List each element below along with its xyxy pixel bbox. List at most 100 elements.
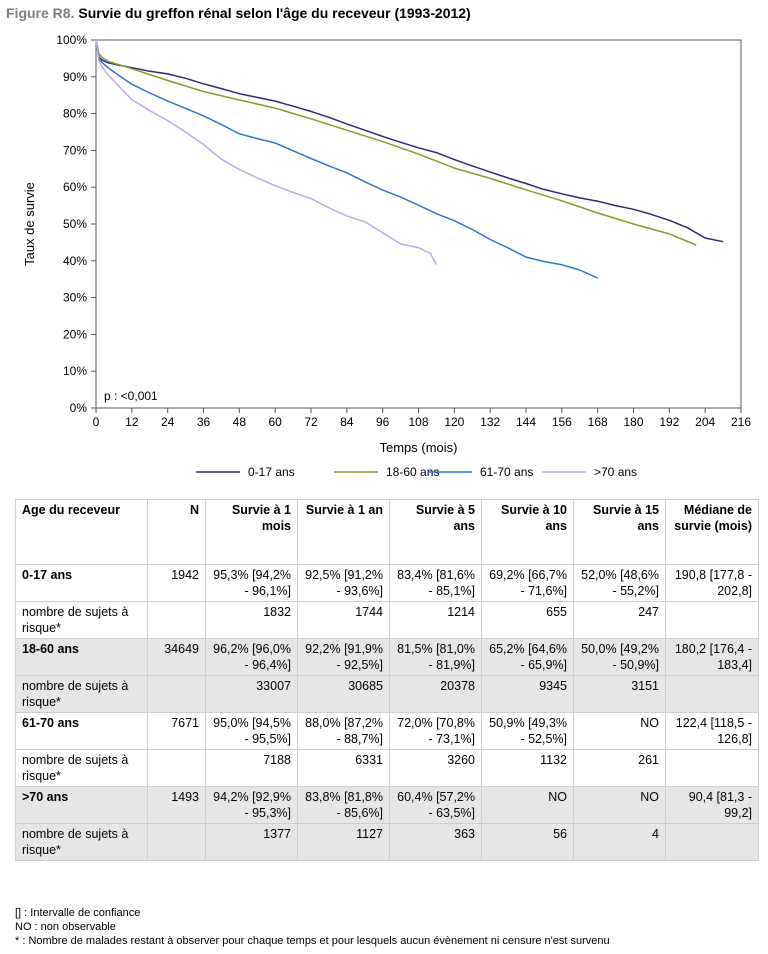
n-cell (147, 823, 206, 861)
table-cell: 95,3% [94,2% - 96,1%] (205, 564, 298, 602)
table-header-cell: Age du receveur (15, 499, 148, 565)
y-tick-label: 90% (63, 70, 87, 84)
x-tick-label: 192 (659, 415, 679, 429)
table-cell: 1132 (481, 749, 574, 787)
y-tick-label: 10% (63, 364, 87, 378)
x-tick-label: 204 (695, 415, 715, 429)
survival-chart: 0 12 24 36 48 60 72 84 96 108 120 132 144 156 168 180 19… (22, 33, 751, 479)
table-row: nombre de sujets à risque* 33007 30685 2037… (15, 675, 759, 713)
x-tick-label: 216 (731, 415, 751, 429)
x-tick-label: 60 (268, 415, 282, 429)
table-row: 0-17 ans 1942 95,3% [94,2% - 96,1%] 92,5% [… (15, 564, 759, 602)
legend-label: >70 ans (594, 465, 637, 479)
table-cell: 69,2% [66,7% - 71,6%] (481, 564, 574, 602)
series-line-1 (95, 39, 697, 246)
x-tick-label: 120 (444, 415, 464, 429)
table-cell: 1744 (297, 601, 390, 639)
table-cell: 60,4% [57,2% - 63,5%] (389, 786, 482, 824)
table-cell: 1832 (205, 601, 298, 639)
table-cell: 83,8% [81,8% - 85,6%] (297, 786, 390, 824)
x-tick-label: 180 (623, 415, 643, 429)
n-cell (147, 675, 206, 713)
table-cell: 9345 (481, 675, 574, 713)
table-cell: 33007 (205, 675, 298, 713)
table-cell: NO (573, 712, 666, 750)
table-header-cell: Survie à 15 ans (573, 499, 666, 565)
series-line-3 (95, 39, 438, 265)
y-tick-label: 100% (56, 33, 87, 47)
table-cell: 83,4% [81,6% - 85,1%] (389, 564, 482, 602)
footnote: NO : non observable (15, 921, 116, 933)
x-tick-label: 48 (233, 415, 247, 429)
survival-table: Age du receveur N Survie à 1 mois Survie à … (15, 499, 759, 861)
table-cell: NO (573, 786, 666, 824)
x-tick-label: 12 (125, 415, 139, 429)
x-axis-label: Temps (mois) (379, 440, 457, 455)
footnote: [] : Intervalle de confiance (15, 907, 141, 919)
table-cell: 122,4 [118,5 - 126,8] (665, 712, 759, 750)
series-line-2 (95, 39, 599, 279)
legend-label: 18-60 ans (386, 465, 439, 479)
legend-label: 61-70 ans (480, 465, 533, 479)
table-cell: 20378 (389, 675, 482, 713)
n-cell (147, 601, 206, 639)
y-tick-label: 80% (63, 107, 87, 121)
x-tick-label: 168 (588, 415, 608, 429)
table-header-cell: Médiane de survie (mois) (665, 499, 759, 565)
table-cell: NO (481, 786, 574, 824)
table-cell: 655 (481, 601, 574, 639)
y-tick-label: 60% (63, 180, 87, 194)
table-row: nombre de sujets à risque* 7188 6331 3260 11… (15, 749, 759, 787)
footnotes: [] : Intervalle de confiance NO : non obs… (15, 906, 610, 948)
y-tick-label: 70% (63, 143, 87, 157)
row-label: 18-60 ans (15, 638, 148, 676)
table-row: nombre de sujets à risque* 1832 1744 1214 65… (15, 601, 759, 639)
table-cell: 6331 (297, 749, 390, 787)
row-label: nombre de sujets à risque* (15, 675, 148, 713)
table-cell: 7188 (205, 749, 298, 787)
p-value-annotation: p : <0,001 (104, 389, 158, 403)
table-cell: 95,0% [94,5% - 95,5%] (205, 712, 298, 750)
y-tick-label: 30% (63, 291, 87, 305)
figure-title-text: Survie du greffon rénal selon l'âge du r… (78, 5, 471, 21)
row-label: nombre de sujets à risque* (15, 823, 148, 861)
y-tick-label: 20% (63, 327, 87, 341)
table-cell: 50,0% [49,2% - 50,9%] (573, 638, 666, 676)
table-cell: 92,5% [91,2% - 93,6%] (297, 564, 390, 602)
table-cell: 3260 (389, 749, 482, 787)
figure-title: Figure R8. Survie du greffon rénal selon… (6, 5, 471, 21)
x-tick-label: 144 (516, 415, 536, 429)
table-cell: 88,0% [87,2% - 88,7%] (297, 712, 390, 750)
table-cell: 90,4 [81,3 - 99,2] (665, 786, 759, 824)
figure-label: Figure R8. (6, 5, 75, 21)
chart-axes: 0 12 24 36 48 60 72 84 96 108 120 132 144 156 168 180 19… (22, 33, 751, 455)
legend-label: 0-17 ans (248, 465, 295, 479)
n-cell (147, 749, 206, 787)
plot-frame (95, 39, 742, 409)
row-label: 61-70 ans (15, 712, 148, 750)
x-tick-label: 96 (376, 415, 390, 429)
table-cell: 261 (573, 749, 666, 787)
table-header-cell: Survie à 10 ans (481, 499, 574, 565)
y-tick-label: 0% (70, 401, 88, 415)
table-row: 18-60 ans 34649 96,2% [96,0% - 96,4%] 92,2%… (15, 638, 759, 676)
table-cell: 72,0% [70,8% - 73,1%] (389, 712, 482, 750)
row-label: nombre de sujets à risque* (15, 749, 148, 787)
table-row: >70 ans 1493 94,2% [92,9% - 95,3%] 83,8% [8… (15, 786, 759, 824)
table-header-cell: Survie à 5 ans (389, 499, 482, 565)
table-cell (665, 601, 759, 639)
table-cell: 94,2% [92,9% - 95,3%] (205, 786, 298, 824)
x-tick-label: 156 (552, 415, 572, 429)
table-row: nombre de sujets à risque* 1377 1127 363 56 4 (15, 823, 759, 861)
table-cell: 3151 (573, 675, 666, 713)
table-cell: 52,0% [48,6% - 55,2%] (573, 564, 666, 602)
table-row: 61-70 ans 7671 95,0% [94,5% - 95,5%] 88,0% … (15, 712, 759, 750)
row-label: nombre de sujets à risque* (15, 601, 148, 639)
x-tick-label: 84 (340, 415, 354, 429)
table-cell: 92,2% [91,9% - 92,5%] (297, 638, 390, 676)
n-cell: 7671 (147, 712, 206, 750)
table-cell: 50,9% [49,3% - 52,5%] (481, 712, 574, 750)
row-label: 0-17 ans (15, 564, 148, 602)
table-cell (665, 823, 759, 861)
row-label: >70 ans (15, 786, 148, 824)
